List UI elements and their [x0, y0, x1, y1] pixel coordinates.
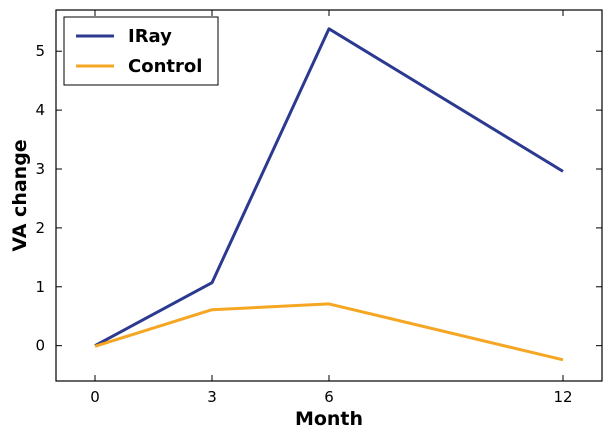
y-tick-label: 5	[35, 42, 45, 60]
y-tick-label: 1	[35, 278, 45, 296]
x-axis-label: Month	[295, 408, 363, 430]
legend-box	[63, 16, 219, 86]
y-tick-label: 2	[35, 219, 45, 237]
legend: IRay Control	[63, 16, 219, 86]
x-tick-label: 3	[207, 388, 217, 406]
y-tick-label: 3	[35, 160, 45, 178]
y-tick-label: 4	[35, 101, 45, 119]
y-axis-label: VA change	[9, 139, 31, 251]
x-tick-label: 6	[324, 388, 334, 406]
x-tick-label: 12	[553, 388, 572, 406]
legend-label-control: Control	[128, 56, 202, 77]
y-tick-label: 0	[35, 337, 45, 355]
series-line-control	[94, 302, 564, 362]
series-layer	[94, 27, 564, 362]
series-line-iray	[94, 27, 564, 348]
x-tick-label: 0	[90, 388, 100, 406]
legend-label-iray: IRay	[128, 26, 172, 47]
